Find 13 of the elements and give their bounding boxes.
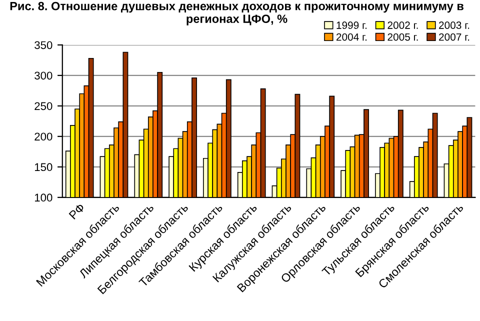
y-tick-label: 100 [34,194,52,202]
y-tick-label: 250 [34,102,52,110]
legend-label: 2007 г. [439,33,470,41]
legend-label: 2005 г. [388,33,418,41]
legend-label: 2003 г. [439,22,470,29]
y-tick-label: 350 [34,41,52,50]
legend-label: 1999 г. [336,22,366,29]
y-tick-label: 200 [34,132,52,141]
y-tick-label: 300 [34,72,52,80]
legend-label: 2002 г. [388,22,418,29]
legend-label: 2004 г. [336,33,366,41]
x-tick-label: РФ [68,203,86,220]
y-tick-label: 150 [34,163,52,172]
